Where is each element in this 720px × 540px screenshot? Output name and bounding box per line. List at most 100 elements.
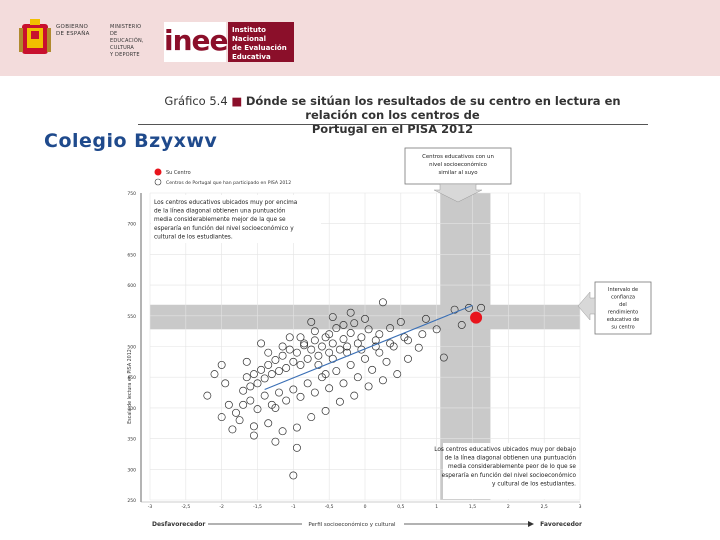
legend-centres-marker (154, 178, 162, 186)
school-point (339, 379, 348, 388)
school-point (382, 357, 391, 366)
inee-name-box: Instituto Nacional de Evaluación Educati… (228, 22, 294, 62)
school-point (386, 339, 395, 348)
school-point (267, 370, 276, 379)
own-school-point (470, 311, 483, 324)
x-tick-label: 0 (364, 504, 367, 510)
school-point (292, 348, 301, 357)
school-point (375, 348, 384, 357)
callout-lower-right-bg (443, 443, 579, 499)
y-tick-label: 600 (127, 283, 136, 289)
school-point (321, 370, 330, 379)
school-point (282, 364, 291, 372)
school-point (203, 391, 212, 400)
y-tick-label: 700 (127, 222, 136, 228)
x-tick-label: -1,5 (253, 504, 262, 510)
school-point (249, 431, 258, 440)
school-point (318, 342, 326, 351)
school-point (300, 339, 309, 348)
callout-lower-right-text: Los centros educativos ubicados muy por … (434, 447, 576, 487)
school-point (224, 400, 233, 409)
school-point (396, 317, 405, 326)
figure-label: Gráfico 5.4 (164, 94, 228, 108)
inee-line-1: Instituto Nacional (232, 26, 267, 43)
school-point (375, 330, 384, 339)
school-point (260, 374, 269, 383)
school-point (239, 386, 248, 395)
inee-line-3: Educativa (232, 53, 271, 61)
ministry-line-1: MINISTERIO (110, 24, 142, 30)
x-tick-label: -1 (291, 504, 296, 510)
school-point (271, 437, 280, 446)
government-label: GOBIERNO DE ESPAÑA (56, 24, 90, 38)
school-point (303, 354, 312, 363)
school-point (217, 360, 226, 369)
school-point (404, 354, 412, 363)
school-point (289, 471, 298, 480)
school-point (310, 336, 319, 345)
school-point (253, 379, 262, 388)
school-point (325, 348, 334, 357)
x-tick-label: 0,5 (397, 504, 404, 510)
school-point (307, 413, 316, 422)
y-tick-label: 400 (127, 406, 136, 412)
school-point (378, 298, 387, 307)
school-point (314, 360, 323, 369)
school-point (364, 382, 373, 391)
callout-upper-left-bg (151, 195, 321, 243)
school-point (353, 373, 362, 382)
school-point (300, 341, 309, 350)
y-tick-label: 750 (127, 191, 136, 197)
school-point (257, 339, 266, 348)
callout-right-box (594, 281, 652, 335)
school-point (450, 305, 459, 314)
school-point (332, 324, 341, 333)
school-point (235, 416, 244, 425)
school-point (232, 408, 240, 417)
school-point (321, 407, 330, 415)
school-point (289, 385, 298, 394)
school-point (393, 370, 402, 379)
school-point (307, 345, 316, 354)
school-point (289, 357, 298, 366)
school-point (386, 324, 395, 333)
school-point (325, 330, 334, 339)
school-name: Colegio Bzyxwv (44, 130, 218, 152)
school-point (210, 370, 219, 379)
x-left-label: Desfavorecedor (152, 521, 205, 528)
school-point (271, 356, 280, 364)
school-point (332, 367, 341, 376)
school-point (364, 325, 373, 334)
school-point (400, 333, 409, 342)
ministry-label: MINISTERIO DE EDUCACIÓN, CULTURA Y DEPOR… (110, 24, 150, 59)
legend-own-school-marker (154, 168, 162, 176)
school-point (346, 360, 355, 369)
y-tick-label: 250 (127, 498, 136, 504)
school-point (278, 427, 287, 436)
ministry-line-2: DE EDUCACIÓN, CULTURA (110, 31, 144, 51)
y-tick-label: 300 (127, 467, 136, 473)
callout-top-box (404, 147, 512, 185)
school-point (228, 425, 237, 434)
school-point (257, 365, 266, 374)
y-tick-label: 500 (127, 345, 136, 351)
gov-line-2: DE ESPAÑA (56, 31, 90, 37)
coat-of-arms-icon (19, 19, 51, 54)
school-point (296, 392, 305, 401)
callout-top-arrow (433, 183, 483, 203)
inee-line-2: de Evaluación (232, 44, 287, 52)
school-point (253, 405, 262, 414)
school-point (361, 354, 369, 363)
school-point (350, 319, 359, 328)
school-point (275, 367, 283, 376)
school-point (314, 351, 323, 360)
school-point (325, 384, 334, 393)
government-logo: GOBIERNO DE ESPAÑA MINISTERIO DE EDUCACI… (18, 18, 150, 60)
school-point (282, 396, 291, 405)
school-point (421, 314, 430, 323)
figure-title-line-2: Portugal en el PISA 2012 (311, 122, 474, 136)
x-tick-label: -0,5 (325, 504, 334, 510)
school-point (246, 382, 255, 391)
school-point (335, 345, 344, 354)
x-tick-label: 2 (507, 504, 510, 510)
